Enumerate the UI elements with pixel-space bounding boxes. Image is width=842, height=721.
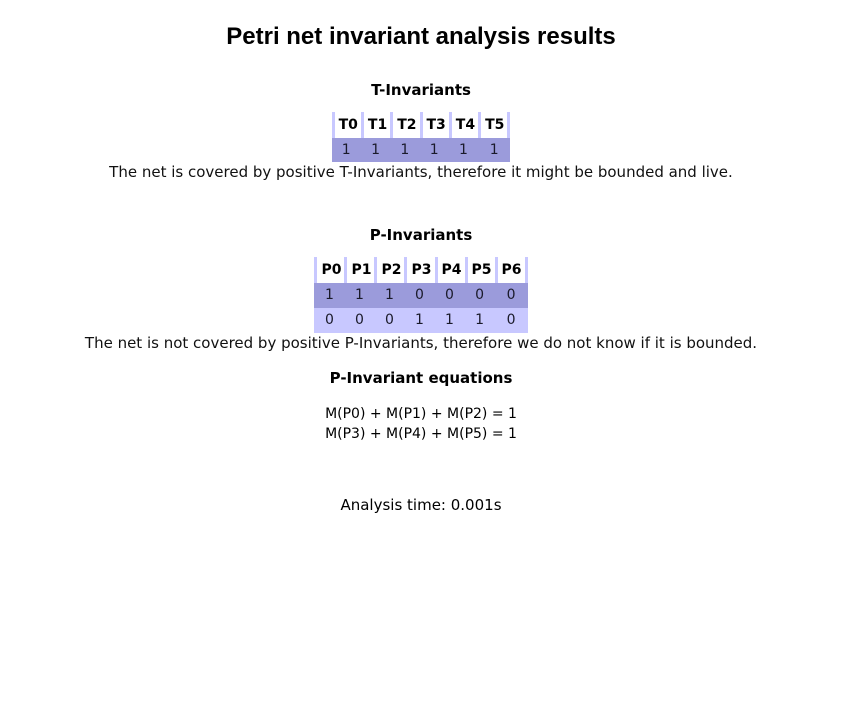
table-cell: 1 bbox=[448, 138, 479, 162]
equation-line: M(P3) + M(P4) + M(P5) = 1 bbox=[325, 426, 517, 442]
column-header-t5: T5 bbox=[478, 112, 511, 138]
p-invariants-note: The net is not covered by positive P-Inv… bbox=[84, 334, 758, 352]
t-invariants-note: The net is covered by positive T-Invaria… bbox=[109, 163, 733, 181]
equation-line: M(P0) + M(P1) + M(P2) = 1 bbox=[325, 406, 517, 422]
column-header-p0: P0 bbox=[314, 257, 345, 283]
table-cell: 0 bbox=[494, 308, 528, 333]
column-header-p5: P5 bbox=[464, 257, 495, 283]
p-invariants-header-row: P0 P1 P2 P3 P4 P5 P6 bbox=[314, 257, 528, 283]
column-header-p1: P1 bbox=[344, 257, 375, 283]
table-cell: 0 bbox=[374, 308, 405, 333]
results-page: Petri net invariant analysis results T-I… bbox=[0, 23, 842, 514]
p-invariants-heading: P-Invariants bbox=[369, 226, 473, 244]
t-invariants-header-row: T0 T1 T2 T3 T4 T5 bbox=[331, 112, 511, 138]
table-cell: 0 bbox=[464, 283, 495, 308]
column-header-p2: P2 bbox=[374, 257, 405, 283]
table-cell: 1 bbox=[464, 308, 495, 333]
column-header-p4: P4 bbox=[434, 257, 465, 283]
table-cell: 1 bbox=[419, 138, 449, 162]
table-cell: 0 bbox=[314, 308, 345, 333]
column-header-p3: P3 bbox=[404, 257, 435, 283]
column-header-t1: T1 bbox=[360, 112, 391, 138]
table-cell: 1 bbox=[331, 138, 361, 162]
p-invariant-equations-heading: P-Invariant equations bbox=[329, 369, 513, 387]
table-cell: 1 bbox=[390, 138, 420, 162]
table-row: 1 1 1 1 1 1 bbox=[331, 138, 511, 162]
table-cell: 0 bbox=[404, 283, 435, 308]
t-invariants-section: T-Invariants T0 T1 T2 T3 T4 T5 1 1 1 1 bbox=[0, 80, 842, 183]
table-cell: 1 bbox=[478, 138, 511, 162]
table-cell: 1 bbox=[344, 283, 375, 308]
table-cell: 1 bbox=[314, 283, 345, 308]
column-header-t0: T0 bbox=[331, 112, 361, 138]
table-cell: 1 bbox=[374, 283, 405, 308]
table-cell: 0 bbox=[344, 308, 375, 333]
p-invariants-section: P-Invariants P0 P1 P2 P3 P4 P5 P6 1 1 1 bbox=[0, 225, 842, 354]
column-header-t2: T2 bbox=[390, 112, 420, 138]
t-invariants-heading: T-Invariants bbox=[371, 81, 471, 99]
p-invariants-table: P0 P1 P2 P3 P4 P5 P6 1 1 1 0 0 0 0 bbox=[314, 257, 528, 333]
p-invariant-equations-section: P-Invariant equations M(P0) + M(P1) + M(… bbox=[0, 368, 842, 444]
table-cell: 1 bbox=[360, 138, 391, 162]
column-header-t4: T4 bbox=[448, 112, 479, 138]
page-title: Petri net invariant analysis results bbox=[226, 23, 616, 50]
table-row: 1 1 1 0 0 0 0 bbox=[314, 283, 528, 308]
analysis-time: Analysis time: 0.001s bbox=[340, 496, 502, 514]
table-cell: 1 bbox=[434, 308, 465, 333]
column-header-t3: T3 bbox=[419, 112, 449, 138]
table-cell: 0 bbox=[434, 283, 465, 308]
equations-list: M(P0) + M(P1) + M(P2) = 1 M(P3) + M(P4) … bbox=[0, 404, 842, 444]
column-header-p6: P6 bbox=[494, 257, 528, 283]
table-cell: 0 bbox=[494, 283, 528, 308]
table-row: 0 0 0 1 1 1 0 bbox=[314, 308, 528, 333]
table-cell: 1 bbox=[404, 308, 435, 333]
t-invariants-table: T0 T1 T2 T3 T4 T5 1 1 1 1 1 1 bbox=[331, 112, 511, 162]
